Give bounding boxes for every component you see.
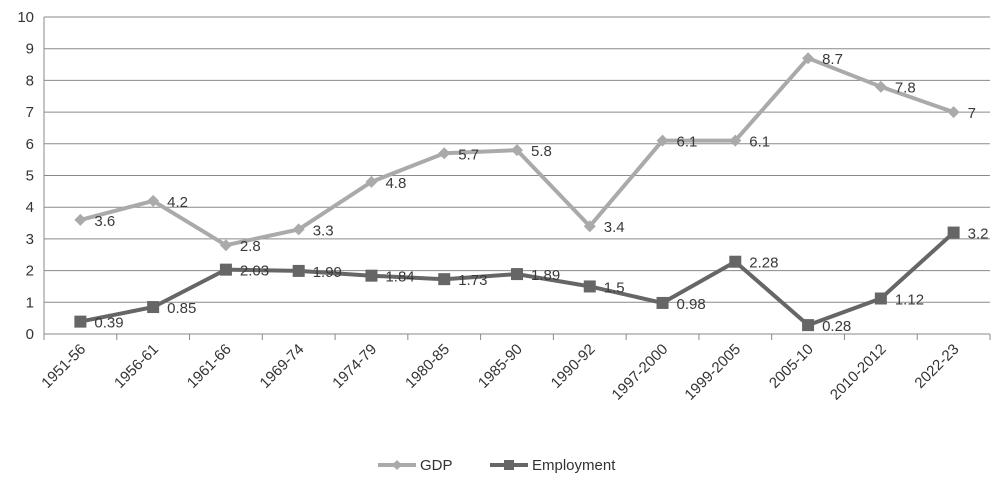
x-tick-label: 2005-10 bbox=[766, 341, 817, 392]
data-point-employment bbox=[74, 315, 87, 328]
legend-marker-gdp bbox=[392, 460, 402, 470]
data-point-gdp bbox=[438, 147, 451, 160]
legend-label-gdp: GDP bbox=[420, 457, 453, 474]
x-tick-label: 1999-2005 bbox=[681, 341, 744, 404]
data-label-employment: 0.98 bbox=[677, 296, 706, 313]
y-tick-label: 1 bbox=[26, 294, 34, 311]
legend-marker-employment bbox=[504, 460, 514, 470]
data-point-employment bbox=[438, 273, 451, 286]
data-point-employment bbox=[874, 292, 887, 305]
data-label-gdp: 6.1 bbox=[677, 134, 698, 151]
x-tick-label: 1969-74 bbox=[257, 341, 308, 392]
data-point-gdp bbox=[656, 134, 669, 147]
data-point-gdp bbox=[365, 175, 378, 188]
data-label-gdp: 7 bbox=[968, 105, 976, 122]
data-point-employment bbox=[947, 226, 960, 239]
data-label-gdp: 8.7 bbox=[822, 51, 843, 68]
x-tick-label: 2010-2012 bbox=[827, 341, 890, 404]
data-label-employment: 1.5 bbox=[604, 279, 625, 296]
y-tick-label: 0 bbox=[26, 326, 34, 343]
x-tick-label: 1990-92 bbox=[548, 341, 599, 392]
x-axis: 1951-56 1956-61 1961-66 1969-74 1974-79 1980-… bbox=[38, 334, 991, 404]
data-label-employment: 0.39 bbox=[94, 315, 123, 332]
data-label-employment: 1.12 bbox=[895, 291, 924, 308]
data-label-gdp: 2.8 bbox=[240, 238, 261, 255]
x-tick-label: 1980-85 bbox=[402, 341, 453, 392]
data-point-gdp bbox=[147, 194, 160, 207]
gridlines bbox=[43, 16, 990, 335]
x-tick-label: 1985-90 bbox=[475, 341, 526, 392]
y-tick-label: 5 bbox=[26, 168, 34, 185]
data-label-employment: 3.2 bbox=[968, 226, 989, 243]
data-label-gdp: 4.8 bbox=[385, 175, 406, 192]
y-tick-label: 6 bbox=[26, 136, 34, 153]
data-point-gdp bbox=[583, 220, 596, 233]
data-label-gdp: 5.7 bbox=[458, 146, 479, 163]
x-tick-label: 1961-66 bbox=[184, 341, 235, 392]
legend-label-employment: Employment bbox=[532, 457, 616, 474]
data-label-gdp: 3.4 bbox=[604, 219, 625, 236]
data-point-gdp bbox=[74, 213, 87, 226]
data-point-gdp bbox=[802, 52, 815, 65]
data-label-gdp: 5.8 bbox=[531, 143, 552, 160]
data-label-employment: 1.89 bbox=[531, 267, 560, 284]
data-label-gdp: 6.1 bbox=[749, 134, 770, 151]
x-tick-label: 1974-79 bbox=[329, 341, 380, 392]
legend: GDP Employment bbox=[378, 457, 616, 474]
data-point-gdp bbox=[947, 106, 960, 119]
data-point-gdp bbox=[219, 239, 232, 252]
data-point-employment bbox=[729, 255, 742, 268]
data-point-employment bbox=[147, 301, 160, 314]
y-tick-label: 9 bbox=[26, 41, 34, 58]
data-point-employment bbox=[656, 296, 669, 309]
data-point-gdp bbox=[292, 223, 305, 236]
y-tick-label: 4 bbox=[26, 199, 34, 216]
data-label-employment: 1.84 bbox=[385, 269, 414, 286]
x-tick-label: 1951-56 bbox=[38, 341, 89, 392]
data-label-gdp: 3.6 bbox=[94, 213, 115, 230]
data-label-gdp: 3.3 bbox=[313, 222, 334, 239]
data-point-employment bbox=[219, 263, 232, 276]
data-label-gdp: 4.2 bbox=[167, 194, 188, 211]
data-point-employment bbox=[365, 269, 378, 282]
x-tick-label: 1956-61 bbox=[111, 341, 162, 392]
data-point-gdp bbox=[511, 144, 523, 157]
data-label-gdp: 7.8 bbox=[895, 80, 916, 97]
x-tick-label: 1997-2000 bbox=[609, 341, 672, 404]
y-tick-label: 3 bbox=[26, 231, 34, 248]
data-point-gdp bbox=[729, 134, 742, 147]
y-tick-label: 8 bbox=[26, 72, 34, 89]
data-label-employment: 2.03 bbox=[240, 263, 269, 280]
data-label-employment: 1.99 bbox=[313, 264, 342, 281]
data-point-employment bbox=[802, 319, 815, 332]
x-tick-label: 2022-23 bbox=[911, 341, 962, 392]
data-point-gdp bbox=[874, 80, 887, 93]
data-label-employment: 0.85 bbox=[167, 300, 196, 317]
data-label-employment: 0.28 bbox=[822, 318, 851, 335]
data-label-employment: 2.28 bbox=[749, 255, 778, 272]
series-layer: 3.6 4.2 2.8 3.3 4.8 5.7 5.8 3.4 6.1 6.1 8.7 7.8 7 0.3… bbox=[74, 51, 988, 335]
y-tick-label: 7 bbox=[26, 104, 34, 121]
data-point-employment bbox=[292, 264, 305, 277]
y-tick-label: 10 bbox=[17, 9, 34, 26]
y-axis: 0 1 2 3 4 5 6 7 8 9 10 bbox=[17, 9, 34, 343]
data-point-employment bbox=[511, 268, 523, 281]
y-tick-label: 2 bbox=[26, 263, 34, 280]
data-point-employment bbox=[583, 280, 596, 293]
data-label-employment: 1.73 bbox=[458, 272, 487, 289]
